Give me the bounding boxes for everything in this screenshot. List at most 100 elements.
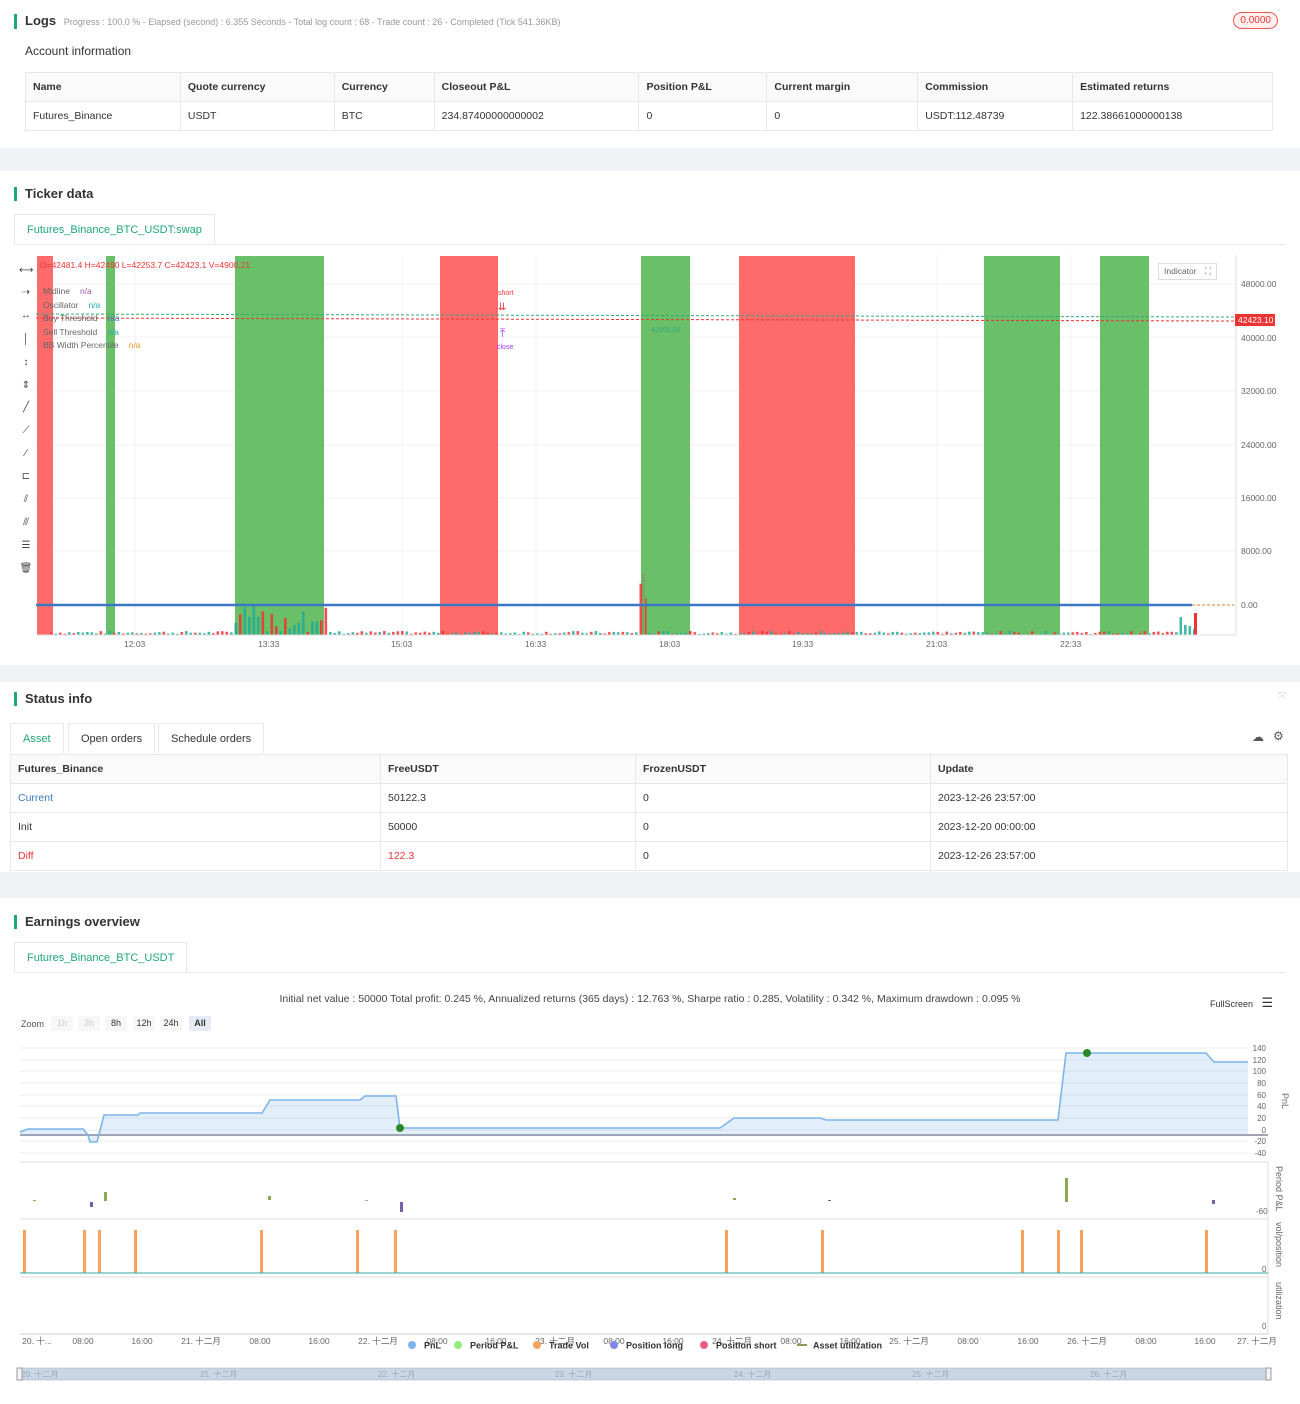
vertical-line-tool-icon[interactable]: │: [22, 334, 30, 345]
tab-open-orders[interactable]: Open orders: [68, 723, 156, 753]
fib-retracement-tool-icon[interactable]: ☰: [21, 540, 31, 551]
legend-label[interactable]: Position short: [716, 1341, 777, 1351]
account-cell: 234.87400000000002: [433, 101, 640, 131]
indicator-legend-item: Buy Threshold n/a: [43, 313, 119, 323]
volume-bar: [774, 633, 778, 635]
volume-bar: [1143, 631, 1147, 635]
pnl-y-tick: -40: [1254, 1149, 1266, 1158]
expand-icon[interactable]: ⛶: [1204, 266, 1211, 276]
gear-icon[interactable]: ⚙: [1273, 729, 1284, 743]
y-tick-label: 24000.00: [1241, 440, 1277, 450]
volume-bar: [729, 632, 733, 635]
volume-bar: [104, 633, 107, 635]
volume-bar: [297, 622, 301, 635]
vertical-segment-tool-icon[interactable]: ↕: [23, 357, 29, 368]
volume-bar: [531, 633, 535, 635]
pitchfork-tool-icon[interactable]: ⫻: [23, 517, 29, 528]
volume-bar: [963, 632, 967, 635]
vertical-arrow-tool-icon[interactable]: ⇕: [21, 380, 31, 391]
volume-bar: [513, 632, 517, 635]
ray-tool-icon[interactable]: ⟋: [22, 425, 30, 436]
volume-bar: [81, 632, 85, 635]
collapse-icon[interactable]: ⤧: [1278, 691, 1286, 702]
tab-asset[interactable]: Asset: [10, 723, 64, 753]
pnl-line: [19, 1052, 1248, 1143]
volume-bar: [923, 632, 926, 635]
indicator-button-label: Indicator: [1164, 266, 1197, 276]
navigator-handle-left[interactable]: [16, 1367, 23, 1381]
zoom-button-24h[interactable]: 24h: [160, 1016, 182, 1031]
price-range-tool-icon[interactable]: ⊏: [21, 471, 31, 482]
zoom-button-12h[interactable]: 12h: [133, 1016, 155, 1031]
navigator-handle-right[interactable]: [1265, 1367, 1272, 1381]
legend-label[interactable]: Position long: [626, 1341, 683, 1351]
volume-bar: [491, 633, 494, 635]
fullscreen-label: FullScreen: [1210, 999, 1254, 1009]
volume-bar: [792, 633, 796, 635]
logs-title-text: Logs: [25, 13, 57, 28]
volume-bar: [801, 633, 805, 635]
volume-bar: [387, 632, 391, 635]
trend-line-tool-icon[interactable]: ╱: [22, 402, 30, 413]
y-tick-label: 32000.00: [1241, 386, 1277, 396]
navigator-tick: 24. 十二月: [734, 1369, 771, 1379]
cell: 2023-12-26 23:57:00: [930, 841, 1288, 871]
volume-bar: [306, 631, 310, 635]
y-tick-label: 48000.00: [1241, 279, 1277, 289]
volume-bar: [869, 633, 872, 635]
earnings-chart[interactable]: 140 120 100 80 60 40 20 0 -20 -40 PnL -60 Period …: [0, 1038, 1300, 1404]
earnings-title: Earnings overview: [14, 915, 140, 929]
volume-bar: [450, 633, 454, 635]
volume-bar: [518, 633, 521, 635]
zoom-button-3h[interactable]: 3h: [78, 1016, 100, 1031]
x-tick-label: 16:00: [308, 1336, 330, 1346]
horizontal-ray-tool-icon[interactable]: ⇢: [21, 287, 31, 298]
pnl-point-marker: [1083, 1049, 1091, 1057]
cloud-download-icon[interactable]: ☁: [1252, 730, 1264, 744]
status-title: Status info: [14, 692, 92, 706]
volume-bar: [459, 633, 463, 635]
legend-label[interactable]: Asset utilization: [813, 1341, 882, 1351]
tab-ticker-symbol[interactable]: Futures_Binance_BTC_USDT:swap: [14, 214, 215, 244]
tab-schedule-orders[interactable]: Schedule orders: [158, 723, 265, 753]
volume-bar: [572, 631, 575, 635]
volume-bar: [1053, 632, 1057, 635]
volume-bar: [711, 632, 715, 635]
period-pnl-bar: [268, 1196, 271, 1200]
volume-bar: [995, 633, 998, 635]
volume-bar: [590, 631, 593, 635]
legend-label[interactable]: Period P&L: [470, 1341, 519, 1351]
legend-name: BB Width Percentile: [43, 340, 119, 350]
legend-value: n/a: [79, 286, 92, 296]
zoom-button-All[interactable]: All: [189, 1016, 211, 1031]
volume-bar: [797, 631, 800, 635]
volume-bar: [428, 632, 431, 635]
legend-label[interactable]: Trade Vol: [549, 1341, 589, 1351]
asset-col-free: FreeUSDT: [380, 754, 636, 784]
volume-bar: [837, 633, 841, 635]
parallel-channel-tool-icon[interactable]: ⫽: [23, 494, 29, 505]
volume-bar: [212, 633, 215, 635]
ticker-chart[interactable]: short ⇊ ⤒ close 42505.00 48000.00 40000.0…: [36, 255, 1286, 655]
trash-icon[interactable]: 🗑: [19, 563, 33, 574]
horizontal-line-tool-icon[interactable]: ⟷: [19, 265, 34, 276]
zoom-button-1h[interactable]: 1h: [51, 1016, 73, 1031]
extended-line-tool-icon[interactable]: ↔: [21, 310, 31, 321]
indicator-button[interactable]: Indicator ⛶: [1158, 263, 1217, 280]
segment-tool-icon[interactable]: ∕: [25, 448, 27, 459]
period-pnl-bar: [828, 1200, 831, 1201]
zoom-button-8h[interactable]: 8h: [105, 1016, 127, 1031]
volume-bar: [392, 631, 395, 635]
volume-bar: [243, 607, 247, 635]
pnl-y-tick: 40: [1257, 1102, 1266, 1111]
menu-icon[interactable]: ☰: [1261, 995, 1274, 1010]
volume-bar: [1130, 631, 1133, 635]
tab-earnings-symbol[interactable]: Futures_Binance_BTC_USDT: [14, 942, 188, 972]
volume-bar: [1170, 631, 1174, 635]
cell: 2023-12-20 00:00:00: [930, 812, 1288, 842]
trade-marker-sell-arrows: ⇊: [498, 302, 506, 313]
legend-label[interactable]: PnL: [424, 1341, 442, 1351]
fullscreen-button[interactable]: FullScreen ☰: [1210, 995, 1273, 1011]
volume-bar: [288, 628, 292, 635]
row-label-current: Current: [10, 783, 381, 813]
